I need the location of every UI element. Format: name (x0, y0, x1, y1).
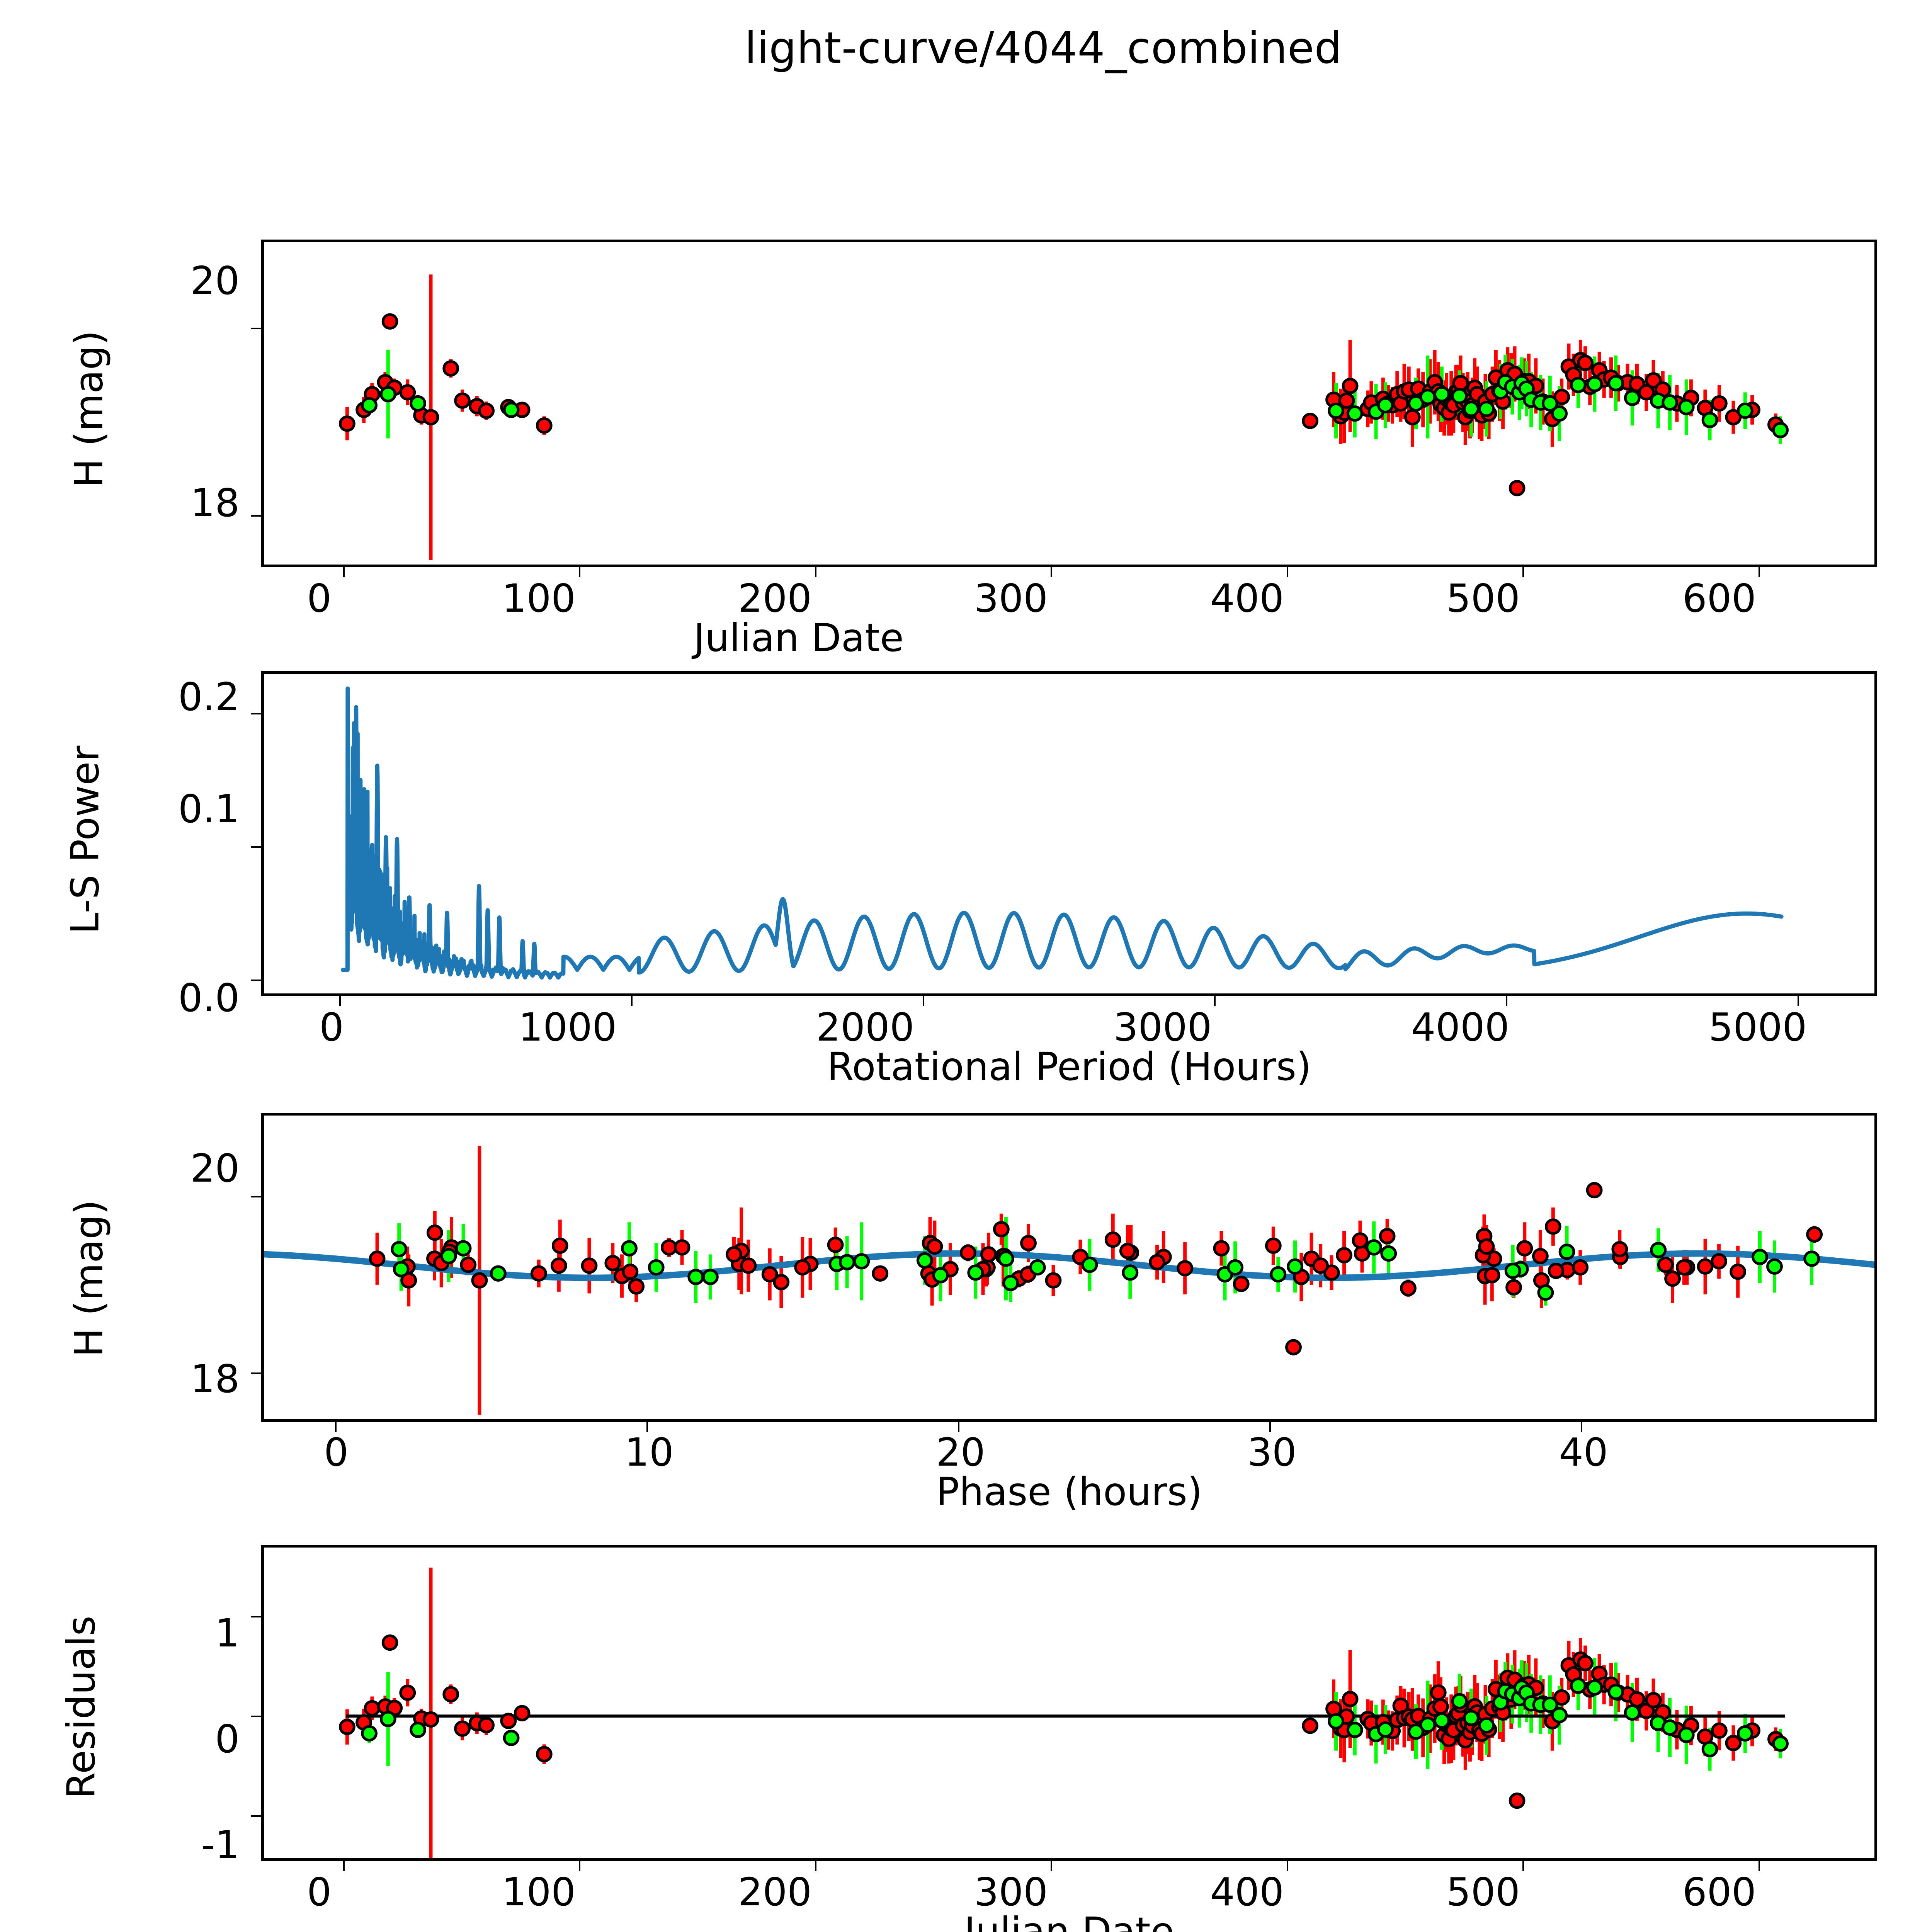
panel-lightcurve-ytick-18: 18 (190, 480, 240, 526)
panel-periodogram-xtick-2000: 2000 (816, 1005, 915, 1050)
panel-residuals-ytick-1: 1 (215, 1611, 240, 1656)
panel-lightcurve-xlabel: Julian Date (694, 615, 904, 660)
panel-phase-xtick-30: 30 (1247, 1430, 1297, 1475)
panel-lightcurve-xtick-300: 300 (974, 576, 1048, 621)
panel-periodogram-xtick-0: 0 (319, 1005, 344, 1050)
panel-phase-xtick-0: 0 (324, 1430, 349, 1475)
xtick-mark-phase-40 (1580, 1422, 1582, 1432)
panel-phase (261, 1113, 1877, 1422)
panel-lightcurve-xtick-0: 0 (307, 576, 332, 621)
panel-phase-xtick-10: 10 (624, 1430, 674, 1475)
panel-residuals (261, 1545, 1877, 1861)
xtick-mark-phase-20 (957, 1422, 959, 1432)
panel-phase-xlabel: Phase (hours) (936, 1469, 1202, 1514)
panel-lightcurve-xtick-400: 400 (1210, 576, 1284, 621)
panel-phase-xtick-40: 40 (1559, 1430, 1608, 1475)
xtick-mark-periodogram-3000 (1214, 996, 1216, 1006)
panel-residuals-ytick-m1: -1 (201, 1822, 240, 1867)
panel-residuals-xtick-400: 400 (1210, 1869, 1284, 1915)
panel-periodogram-ytick-01: 0.1 (178, 786, 240, 832)
ytick-mark-periodogram-0.1 (251, 846, 261, 848)
panel-residuals-xtick-200: 200 (738, 1869, 812, 1915)
panel-phase-xtick-20: 20 (936, 1430, 985, 1475)
xtick-mark-lightcurve-300 (1051, 567, 1053, 577)
xtick-mark-periodogram-5000 (1798, 996, 1799, 1006)
figure-title: light-curve/4044_combined (744, 23, 1342, 73)
panel-residuals-xtick-300: 300 (974, 1869, 1048, 1915)
panel-periodogram-ylabel: L-S Power (62, 745, 108, 934)
ytick-mark-residuals--1 (251, 1815, 261, 1817)
ytick-mark-residuals-1 (251, 1616, 261, 1617)
xtick-mark-lightcurve-0 (343, 567, 345, 577)
xtick-mark-residuals-300 (1051, 1861, 1053, 1871)
xtick-mark-periodogram-0 (339, 996, 341, 1006)
xtick-mark-residuals-200 (815, 1861, 816, 1871)
xtick-mark-lightcurve-100 (579, 567, 581, 577)
ytick-mark-phase-20 (251, 1196, 261, 1198)
panel-residuals-xtick-500: 500 (1446, 1869, 1520, 1915)
panel-residuals-xtick-0: 0 (307, 1869, 332, 1915)
ytick-mark-phase-18 (251, 1372, 261, 1374)
xtick-mark-residuals-400 (1286, 1861, 1288, 1871)
panel-periodogram-ytick-02: 0.2 (178, 674, 240, 719)
panel-periodogram-ytick-00: 0.0 (178, 975, 240, 1020)
panel-periodogram-xtick-5000: 5000 (1708, 1005, 1807, 1050)
xtick-mark-periodogram-2000 (922, 996, 924, 1006)
panel-periodogram-xlabel: Rotational Period (Hours) (827, 1044, 1311, 1089)
ytick-mark-residuals-0 (251, 1715, 261, 1717)
xtick-mark-periodogram-1000 (631, 996, 633, 1006)
panel-phase-ytick-20: 20 (190, 1146, 240, 1191)
xtick-mark-residuals-600 (1758, 1861, 1760, 1871)
xtick-mark-residuals-100 (579, 1861, 581, 1871)
ytick-mark-lightcurve-18 (251, 515, 261, 517)
xtick-mark-periodogram-4000 (1506, 996, 1508, 1006)
xtick-mark-phase-10 (646, 1422, 648, 1432)
panel-lightcurve-xtick-200: 200 (738, 576, 812, 621)
xtick-mark-lightcurve-500 (1522, 567, 1524, 577)
panel-lightcurve-xtick-500: 500 (1446, 576, 1520, 621)
panel-lightcurve-xtick-600: 600 (1682, 576, 1756, 621)
panel-periodogram-xtick-1000: 1000 (518, 1005, 617, 1050)
panel-lightcurve-ylabel: H (mag) (66, 330, 112, 488)
ytick-mark-periodogram-0.2 (251, 713, 261, 715)
panel-lightcurve-xtick-100: 100 (502, 576, 576, 621)
panel-lightcurve (261, 240, 1877, 567)
panel-residuals-xtick-100: 100 (502, 1869, 576, 1915)
xtick-mark-lightcurve-400 (1286, 567, 1288, 577)
panel-lightcurve-ytick-20: 20 (190, 258, 240, 303)
xtick-mark-phase-0 (335, 1422, 337, 1432)
panel-residuals-xlabel: Julian Date (964, 1909, 1174, 1932)
panel-residuals-ytick-0: 0 (215, 1716, 240, 1762)
panel-periodogram (261, 671, 1877, 996)
xtick-mark-lightcurve-200 (815, 567, 816, 577)
panel-periodogram-xtick-3000: 3000 (1113, 1005, 1212, 1050)
xtick-mark-residuals-0 (343, 1861, 345, 1871)
ytick-mark-lightcurve-20 (251, 328, 261, 330)
panel-phase-ytick-18: 18 (190, 1356, 240, 1401)
xtick-mark-lightcurve-600 (1758, 567, 1760, 577)
xtick-mark-phase-30 (1269, 1422, 1271, 1432)
panel-periodogram-xtick-4000: 4000 (1411, 1005, 1510, 1050)
panel-residuals-xtick-600: 600 (1682, 1869, 1756, 1915)
panel-phase-ylabel: H (mag) (66, 1199, 112, 1357)
ytick-mark-periodogram-0 (251, 979, 261, 981)
xtick-mark-residuals-500 (1522, 1861, 1524, 1871)
